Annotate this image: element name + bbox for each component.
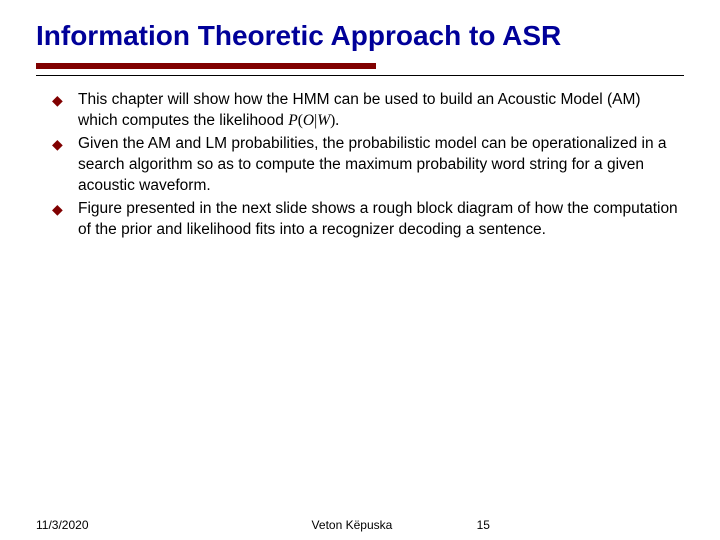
footer-date: 11/3/2020 (36, 518, 89, 532)
title-accent-bar (36, 63, 376, 69)
list-item: Given the AM and LM probabilities, the p… (58, 134, 684, 197)
footer-author: Veton Këpuska (312, 518, 393, 532)
formula: P(O|W). (288, 112, 339, 129)
slide-title: Information Theoretic Approach to ASR (36, 18, 684, 53)
list-item: This chapter will show how the HMM can b… (58, 90, 684, 132)
footer-page-number: 15 (477, 518, 490, 532)
bullet-text: Given the AM and LM probabilities, the p… (78, 135, 667, 194)
list-item: Figure presented in the next slide shows… (58, 199, 684, 241)
bullet-list: This chapter will show how the HMM can b… (36, 90, 684, 240)
title-underline (36, 75, 684, 76)
bullet-text: This chapter will show how the HMM can b… (78, 91, 641, 129)
bullet-text: Figure presented in the next slide shows… (78, 200, 678, 238)
